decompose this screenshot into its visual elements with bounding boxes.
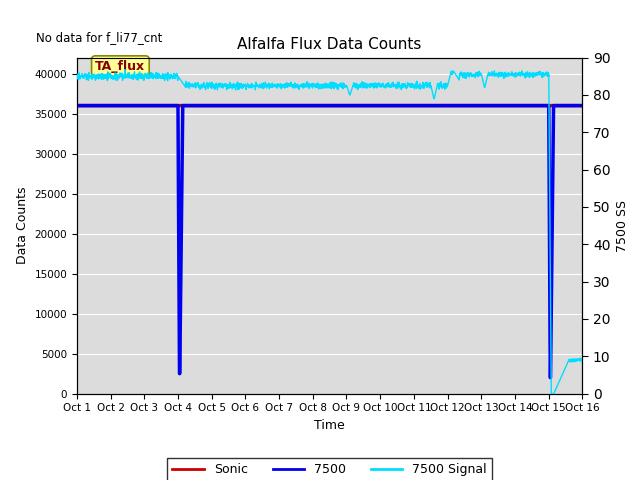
Legend: Sonic, 7500, 7500 Signal: Sonic, 7500, 7500 Signal [168, 458, 492, 480]
Y-axis label: 7500 SS: 7500 SS [616, 200, 629, 252]
Title: Alfalfa Flux Data Counts: Alfalfa Flux Data Counts [237, 37, 422, 52]
Y-axis label: Data Counts: Data Counts [16, 187, 29, 264]
Text: No data for f_li77_cnt: No data for f_li77_cnt [36, 31, 163, 44]
X-axis label: Time: Time [314, 419, 345, 432]
Text: TA_flux: TA_flux [95, 60, 145, 72]
